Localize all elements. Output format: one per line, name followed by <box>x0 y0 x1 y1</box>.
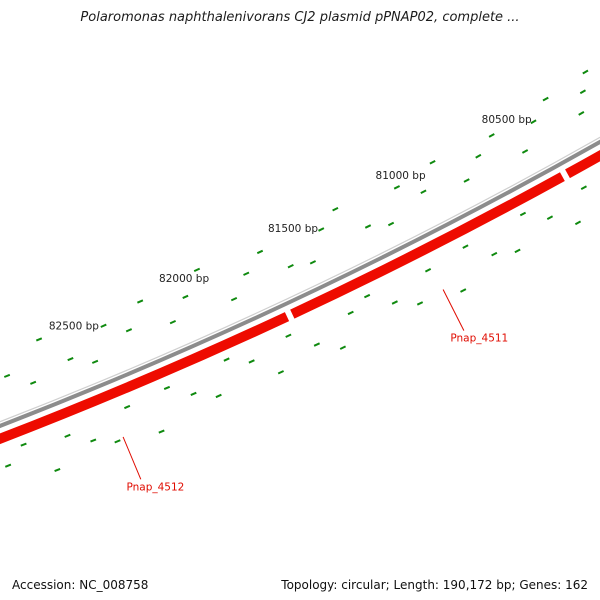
minor-feature-tick <box>91 359 99 364</box>
ruler-label: 82500 bp <box>49 321 99 333</box>
minor-feature-tick <box>574 220 582 226</box>
minor-feature-tick <box>460 288 467 293</box>
gene-arc-Pnap_4511[interactable] <box>290 172 565 319</box>
minor-feature-tick <box>285 333 292 338</box>
minor-feature-tick <box>578 111 585 116</box>
ruler-label: 82000 bp <box>159 273 209 285</box>
minor-feature-tick <box>462 244 469 249</box>
minor-feature-tick <box>416 301 424 306</box>
minor-feature-tick <box>114 439 121 444</box>
minor-feature-tick <box>158 429 165 434</box>
gene-callout-line <box>122 436 142 480</box>
minor-feature-tick <box>420 189 427 194</box>
gene-arc-Pnap_4512[interactable] <box>0 312 290 452</box>
minor-feature-tick <box>67 356 74 362</box>
status-bar: Accession: NC_008758 Topology: circular;… <box>0 578 600 592</box>
minor-feature-tick <box>100 323 107 328</box>
minor-feature-tick <box>287 263 294 269</box>
gene-callout-line <box>442 289 465 331</box>
minor-feature-tick <box>519 211 527 217</box>
gene-arc-unnamed[interactable] <box>565 131 600 179</box>
minor-feature-tick <box>90 438 97 443</box>
minor-feature-tick <box>582 69 589 75</box>
minor-feature-tick <box>125 328 133 333</box>
accession-label: Accession: NC_008758 <box>12 578 149 592</box>
minor-feature-tick <box>387 221 395 227</box>
minor-feature-tick <box>364 224 372 229</box>
minor-feature-tick <box>424 268 432 273</box>
minor-feature-tick <box>182 294 189 300</box>
minor-feature-tick <box>391 300 398 305</box>
minor-feature-tick <box>530 119 537 125</box>
minor-feature-tick <box>30 380 37 385</box>
minor-feature-tick <box>248 359 255 364</box>
minor-feature-tick <box>313 342 321 347</box>
ruler-label: 81000 bp <box>376 170 426 182</box>
minor-feature-tick <box>542 96 549 102</box>
minor-feature-tick <box>124 404 131 410</box>
ruler-label: 80500 bp <box>482 114 532 126</box>
minor-feature-tick <box>3 373 11 378</box>
minor-feature-tick <box>491 251 498 257</box>
minor-feature-tick <box>20 442 27 447</box>
minor-feature-tick <box>163 385 171 391</box>
minor-feature-tick <box>190 391 197 397</box>
backbone-highlight-arc <box>0 136 600 423</box>
minor-feature-tick <box>256 249 264 255</box>
minor-feature-tick <box>64 433 71 438</box>
minor-feature-tick <box>35 337 43 342</box>
minor-feature-tick <box>230 296 238 302</box>
minor-feature-tick <box>339 345 347 350</box>
minor-feature-tick <box>347 310 354 316</box>
minor-feature-tick <box>169 319 177 325</box>
minor-feature-tick <box>332 206 339 212</box>
sequence-title: Polaromonas naphthalenivorans CJ2 plasmi… <box>80 10 520 25</box>
gene-label-Pnap_4512[interactable]: Pnap_4512 <box>126 481 184 493</box>
minor-feature-tick <box>223 357 230 362</box>
minor-feature-tick <box>521 149 529 154</box>
minor-feature-tick <box>393 185 401 190</box>
minor-feature-tick <box>475 153 482 159</box>
ruler-label: 81500 bp <box>268 223 318 235</box>
minor-feature-tick <box>137 299 144 304</box>
minor-feature-tick <box>429 160 436 165</box>
minor-feature-tick <box>215 393 222 399</box>
minor-feature-tick <box>463 178 470 183</box>
minor-feature-tick <box>309 260 317 265</box>
minor-feature-tick <box>514 248 521 254</box>
minor-feature-tick <box>54 467 61 473</box>
minor-feature-tick <box>579 89 586 95</box>
minor-feature-tick <box>277 370 285 375</box>
minor-feature-tick <box>318 227 325 232</box>
topology-length-genes-label: Topology: circular; Length: 190,172 bp; … <box>281 578 588 592</box>
minor-feature-tick <box>488 133 495 138</box>
minor-feature-tick <box>546 215 554 220</box>
minor-feature-tick <box>4 463 12 468</box>
gene-label-Pnap_4511[interactable]: Pnap_4511 <box>450 332 508 344</box>
minor-feature-tick <box>243 271 250 276</box>
minor-feature-tick <box>580 185 587 190</box>
plasmid-backbone-arc <box>0 139 600 429</box>
minor-feature-tick <box>363 293 371 299</box>
minor-feature-tick <box>193 267 201 273</box>
